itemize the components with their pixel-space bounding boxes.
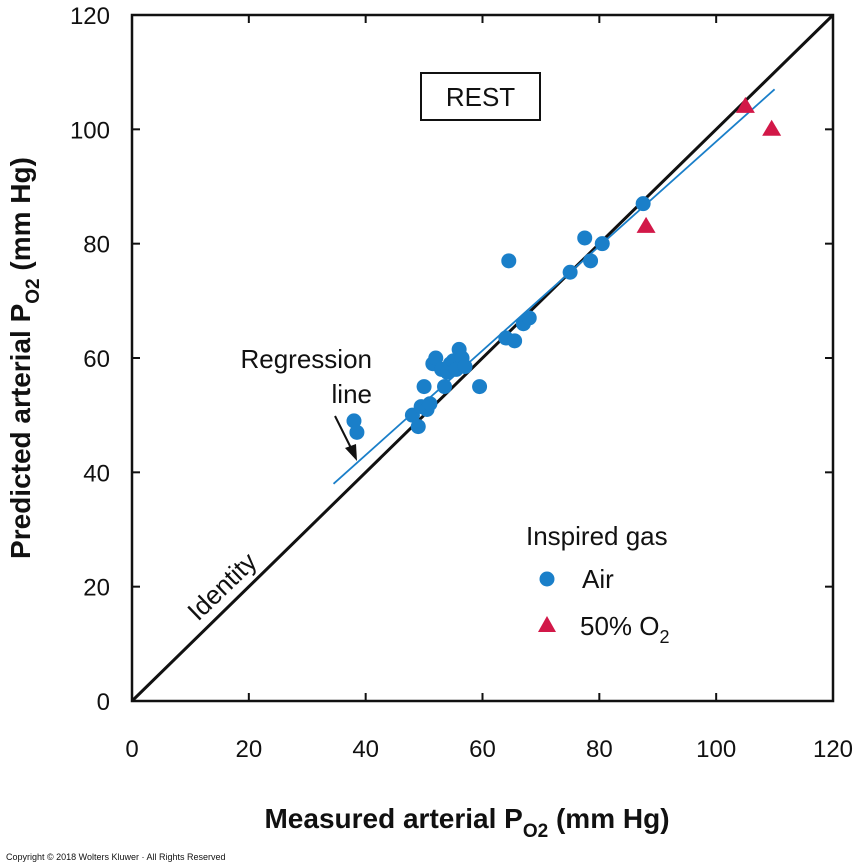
copyright-notice: Copyright © 2018 Wolters Kluwer · All Ri… bbox=[6, 852, 226, 862]
y-axis-title: Predicted arterial PO2 (mm Hg) bbox=[5, 157, 44, 559]
o2-point bbox=[735, 96, 755, 113]
x-tick-label: 40 bbox=[352, 736, 379, 763]
data-points bbox=[346, 96, 782, 440]
air-point bbox=[428, 350, 444, 366]
air-point bbox=[410, 419, 426, 435]
x-tick-label: 0 bbox=[125, 736, 138, 763]
air-point bbox=[416, 379, 432, 395]
rest-box bbox=[420, 72, 541, 121]
air-point bbox=[583, 253, 599, 269]
air-point bbox=[437, 379, 453, 395]
legend-o2-label: 50% O2 bbox=[580, 611, 670, 647]
air-point bbox=[501, 253, 517, 269]
regression-label-line2: line bbox=[332, 379, 372, 409]
legend-title: Inspired gas bbox=[526, 521, 668, 551]
y-tick-label: 40 bbox=[83, 460, 110, 487]
air-point bbox=[422, 396, 438, 412]
air-point bbox=[521, 310, 537, 326]
regression-line bbox=[332, 88, 776, 485]
legend-air-marker bbox=[539, 571, 555, 587]
y-tick-label: 100 bbox=[70, 117, 110, 144]
identity-line bbox=[130, 13, 835, 703]
air-point bbox=[472, 379, 488, 395]
y-tick-label: 60 bbox=[83, 346, 110, 373]
y-tick-label: 20 bbox=[83, 575, 110, 602]
air-point bbox=[594, 236, 610, 252]
x-tick-label: 80 bbox=[586, 736, 613, 763]
legend-o2-marker bbox=[538, 616, 556, 632]
o2-point bbox=[762, 119, 782, 136]
air-point bbox=[457, 359, 473, 375]
x-axis-title: Measured arterial PO2 (mm Hg) bbox=[264, 803, 669, 842]
axis-ticks: 0 20 40 60 80 100 120 0 20 40 60 80 100 120 bbox=[70, 3, 853, 763]
air-point bbox=[346, 413, 362, 429]
legend-air-label: Air bbox=[582, 564, 614, 594]
x-tick-label: 120 bbox=[813, 736, 853, 763]
x-tick-label: 60 bbox=[469, 736, 496, 763]
x-tick-label: 20 bbox=[235, 736, 262, 763]
rest-label: REST bbox=[446, 82, 515, 112]
o2-point bbox=[636, 216, 656, 233]
regression-arrow-head bbox=[345, 444, 357, 461]
regression-arrow-shaft bbox=[334, 415, 354, 453]
air-point bbox=[507, 333, 523, 349]
y-tick-label: 0 bbox=[97, 689, 110, 716]
air-point bbox=[349, 424, 365, 440]
air-point bbox=[577, 230, 593, 246]
air-point bbox=[635, 196, 651, 212]
regression-label-line1: Regression bbox=[240, 344, 372, 374]
x-tick-label: 100 bbox=[696, 736, 736, 763]
y-tick-label: 80 bbox=[83, 232, 110, 259]
air-point bbox=[562, 264, 578, 280]
y-tick-label: 120 bbox=[70, 3, 110, 30]
